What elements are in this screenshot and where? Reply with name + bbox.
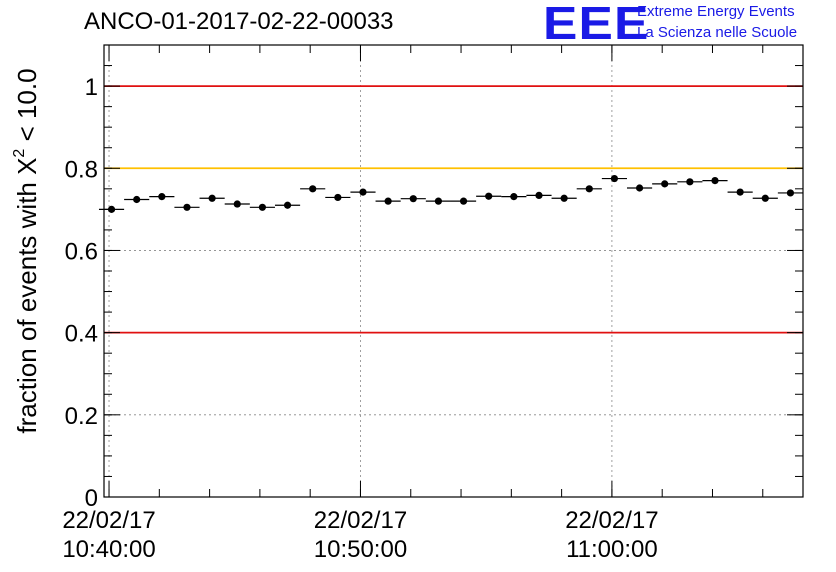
data-point [711, 177, 719, 185]
y-tick-label: 0.2 [65, 403, 98, 430]
y-tick-labels: 0 0.2 0.4 0.6 0.8 1 [65, 74, 98, 512]
data-point [133, 195, 141, 204]
y-tick-label: 0.4 [65, 321, 98, 348]
data-point [761, 194, 769, 202]
x-tick-label-date: 22/02/17 [565, 507, 658, 534]
data-point [535, 191, 543, 199]
reference-lines [104, 85, 803, 334]
x-tick-label-date: 22/02/17 [314, 507, 407, 534]
y-tick-label: 0 [85, 485, 98, 512]
data-point [686, 178, 694, 186]
data-series [98, 174, 803, 213]
y-tick-label: 0.8 [65, 156, 98, 183]
axis-ticks [104, 44, 803, 498]
data-point [485, 192, 493, 200]
data-point [635, 184, 644, 192]
data-point [661, 180, 669, 188]
data-point [334, 193, 342, 202]
x-tick-label-date: 22/02/17 [62, 507, 155, 534]
data-point [610, 174, 619, 183]
grid-lines [104, 45, 803, 497]
logo-line-1: Extreme Energy Events [637, 3, 795, 20]
data-point [560, 194, 568, 202]
data-point [736, 188, 744, 196]
data-point [459, 197, 468, 205]
data-point [510, 193, 518, 201]
y-tick-label: 0.6 [65, 238, 98, 265]
data-point [283, 201, 292, 209]
data-point [384, 197, 392, 205]
data-point [107, 205, 116, 213]
plot-frame [103, 44, 804, 498]
y-axis-label: fraction of events with X2 < 10.0 [11, 68, 42, 433]
x-tick-labels: 22/02/1710:40:0022/02/1710:50:0022/02/17… [62, 507, 658, 563]
data-point [158, 193, 166, 201]
data-point [258, 203, 267, 211]
data-point [585, 185, 593, 193]
eee-logo: EEE [543, 0, 650, 49]
data-point [409, 195, 417, 203]
data-point [183, 203, 191, 211]
data-point [208, 194, 216, 202]
data-point [434, 197, 443, 205]
data-point [359, 188, 367, 196]
x-tick-label-time: 10:50:00 [314, 536, 407, 563]
data-point [786, 189, 795, 197]
chart-title: ANCO-01-2017-02-22-00033 [84, 8, 394, 35]
data-point [233, 200, 241, 208]
x-tick-label-time: 10:40:00 [62, 536, 155, 563]
data-point [309, 185, 317, 193]
logo-line-2: La Scienza nelle Scuole [637, 24, 798, 41]
x-tick-label-time: 11:00:00 [566, 536, 658, 563]
y-tick-label: 1 [85, 74, 98, 101]
